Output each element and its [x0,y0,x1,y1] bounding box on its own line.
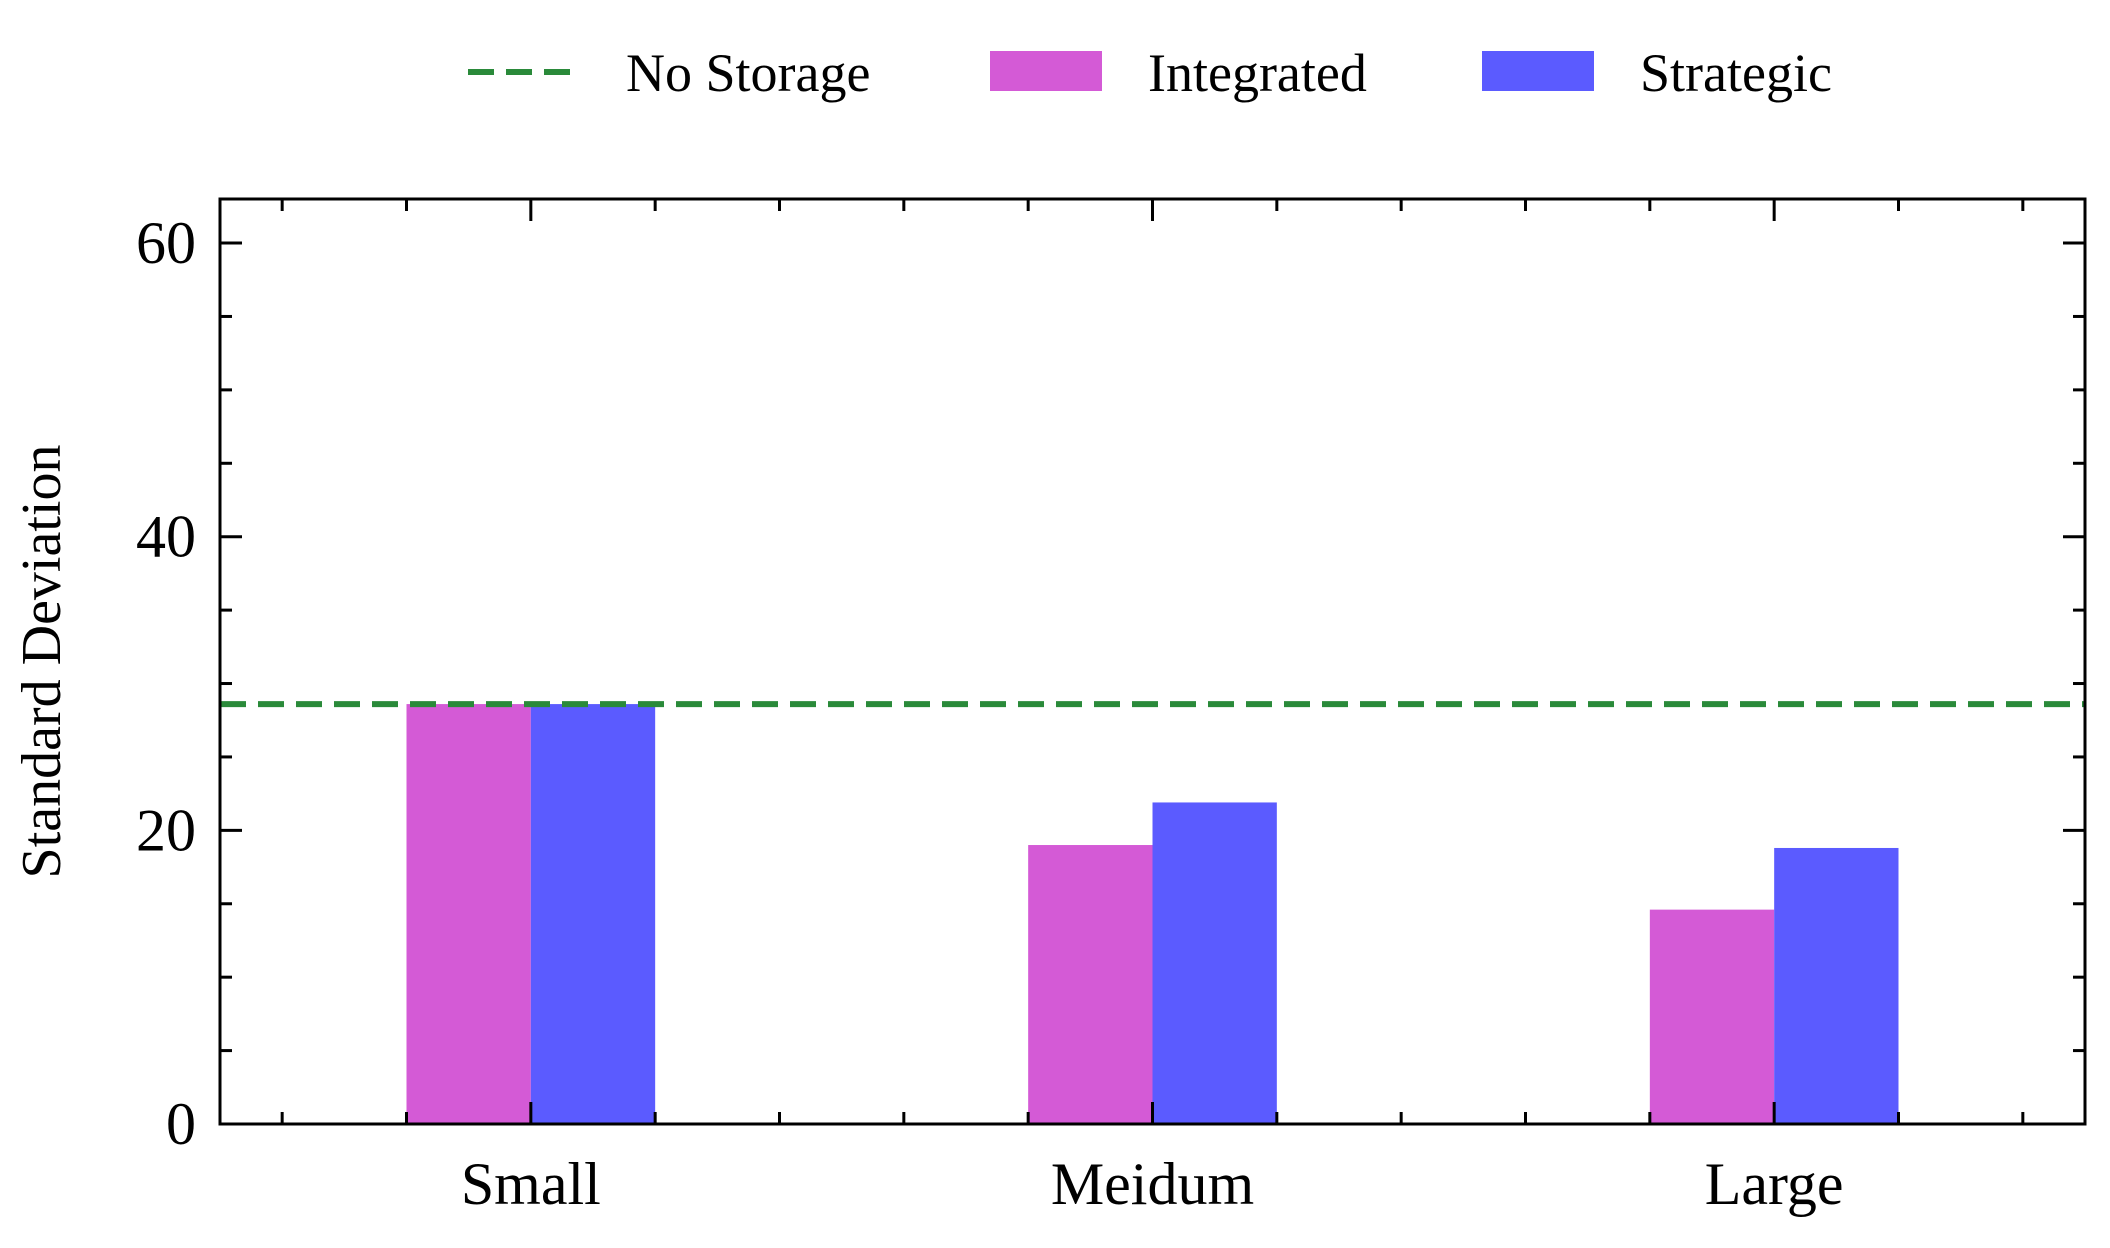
bar-strategic-small [530,704,656,1124]
y-tick-label: 0 [166,1091,196,1157]
legend-swatch-strategic [1482,51,1594,91]
bar-integrated-meidum [1028,845,1153,1124]
bar-strategic-meidum [1152,802,1277,1124]
y-tick-label: 20 [136,797,196,863]
x-tick-label-meidum: Meidum [1051,1151,1254,1217]
legend-item-no-storage: No Storage [468,43,870,103]
legend-label-no-storage: No Storage [626,43,870,103]
legend-item-strategic: Strategic [1482,43,1832,103]
x-tick-label-large: Large [1705,1151,1844,1217]
bar-integrated-small [406,704,531,1124]
legend-label-strategic: Strategic [1640,43,1832,103]
x-tick-label-small: Small [461,1151,601,1217]
legend-item-integrated: Integrated [990,43,1367,103]
bar-integrated-large [1649,909,1775,1124]
bar-strategic-large [1774,847,1899,1124]
y-axis-label: Standard Deviation [11,445,73,879]
legend-swatch-integrated [990,51,1102,91]
legend-label-integrated: Integrated [1148,43,1367,103]
y-tick-label: 40 [136,504,196,570]
y-tick-label: 60 [136,210,196,276]
